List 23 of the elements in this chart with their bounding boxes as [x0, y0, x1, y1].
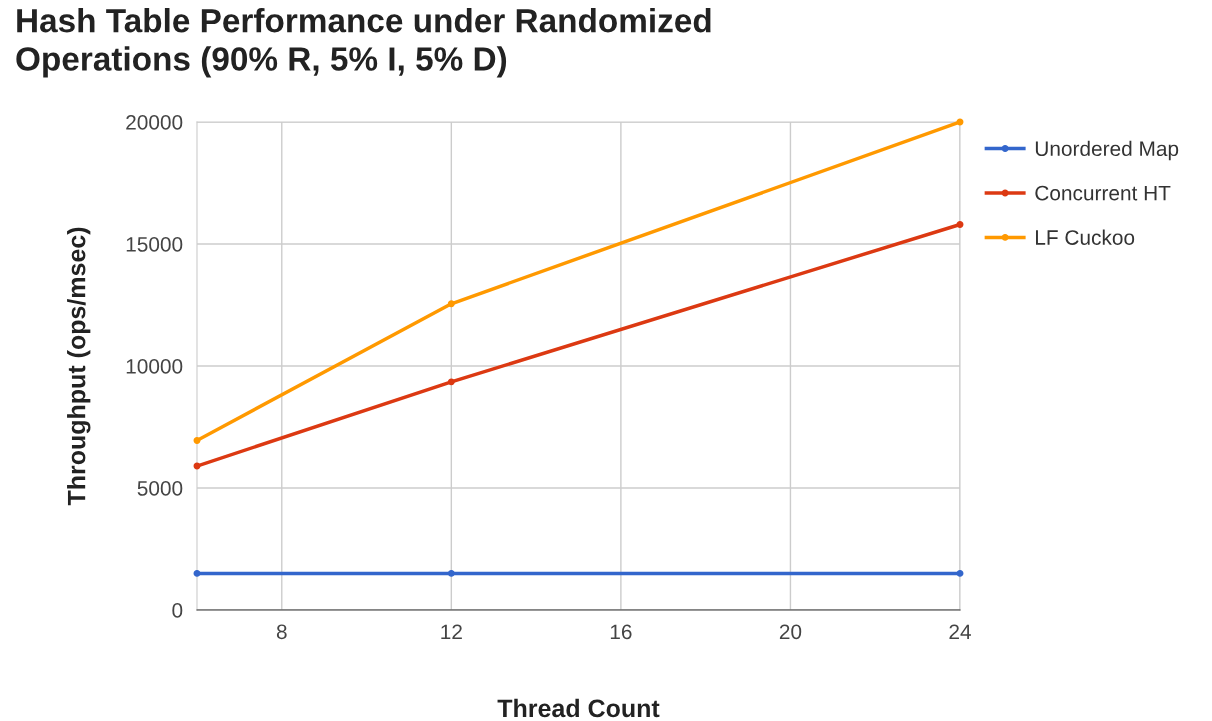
y-tick-label: 5000 [137, 481, 183, 496]
y-tick-label: 15000 [126, 237, 183, 252]
x-tick-label: 20 [779, 624, 802, 640]
y-tick-label: 20000 [126, 115, 183, 130]
point [956, 221, 964, 228]
point [193, 436, 201, 444]
x-axis-title: Thread Count [497, 698, 660, 718]
legend-label: Unordered Map [1035, 140, 1179, 161]
chart-title: Hash Table Performance under Randomized Operations (90% R, 5% I, 5% D) [16, 8, 711, 78]
x-tick-label: 16 [610, 624, 632, 640]
legend-label: Concurrent HT [1035, 185, 1171, 201]
x-tick-label: 12 [441, 624, 462, 639]
point [193, 569, 201, 577]
point [956, 569, 964, 577]
y-axis-title: Throughput (ops/msec) [67, 227, 91, 506]
y-tick-label: 10000 [126, 359, 183, 374]
point [447, 300, 455, 308]
x-tick-label: 24 [949, 624, 971, 639]
point [447, 378, 455, 386]
legend-label: LF Cuckoo [1036, 229, 1135, 245]
point [447, 569, 455, 577]
x-tick-label: 8 [276, 624, 287, 640]
y-tick-label: 0 [172, 603, 183, 618]
